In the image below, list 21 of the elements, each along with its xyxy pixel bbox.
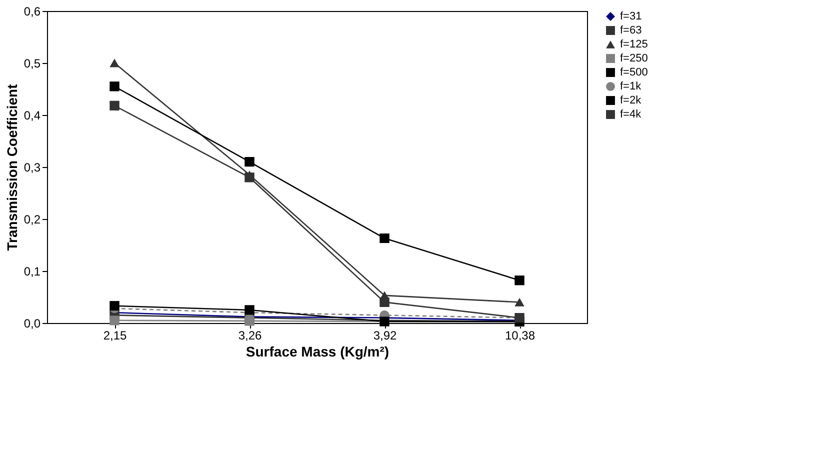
- legend-label: f=63: [620, 24, 642, 36]
- legend-label: f=1k: [620, 80, 642, 92]
- y-tick-label: 0,4: [24, 108, 41, 122]
- y-tick-label: 0,3: [24, 160, 41, 174]
- x-tick-label: 3,26: [238, 328, 262, 342]
- legend-label: f=250: [620, 52, 648, 64]
- y-tick-label: 0,2: [24, 212, 41, 226]
- legend-label: f=31: [620, 10, 642, 22]
- y-axis-title: Transmission Coefficient: [4, 84, 20, 251]
- y-tick-label: 0,6: [24, 4, 41, 18]
- y-tick-label: 0,5: [24, 56, 41, 70]
- legend-label: f=125: [620, 38, 648, 50]
- legend-label: f=2k: [620, 94, 642, 106]
- x-tick-label: 2,15: [103, 328, 127, 342]
- x-tick-label: 3,92: [373, 328, 397, 342]
- x-axis-title: Surface Mass (Kg/m²): [246, 344, 390, 360]
- legend-label: f=4k: [620, 108, 642, 120]
- y-tick-label: 0,1: [24, 264, 41, 278]
- x-tick-label: 10,38: [504, 328, 536, 342]
- legend-label: f=500: [620, 66, 648, 78]
- y-tick-label: 0,0: [24, 316, 41, 330]
